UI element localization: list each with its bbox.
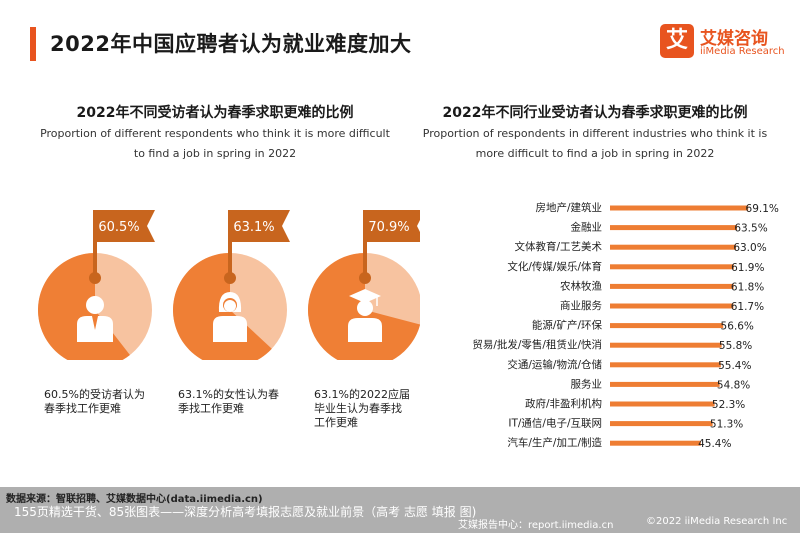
bar-value-label: 52.3% (712, 399, 745, 411)
bar (610, 421, 713, 427)
bar-row: 房地产/建筑业 69.1% (535, 201, 778, 215)
bar-row: 商业服务 61.7% (560, 299, 764, 313)
bar-category-label: 贸易/批发/零售/租赁业/快消 (472, 338, 602, 351)
bar-row: 农林牧渔 61.8% (560, 279, 764, 293)
flag-pin (89, 272, 101, 284)
bar-category-label: 能源/矿产/环保 (532, 319, 603, 332)
bar-category-label: 交通/运输/物流/仓储 (507, 358, 602, 371)
pie-caption-respondents: 60.5%的受访者认为春季找工作更难 (44, 388, 145, 415)
pie-flag (228, 210, 290, 242)
pie-flag (363, 210, 420, 242)
left-chart-subtitle: Proportion of different respondents who … (40, 127, 390, 160)
bar-value-label: 61.7% (731, 301, 764, 313)
pie-1: 60.5% (38, 210, 155, 360)
logo-name-cn: 艾媒咨询 (700, 29, 768, 49)
pie-value-label: 60.5% (98, 220, 139, 235)
bar-value-label: 51.3% (710, 419, 743, 431)
bar (610, 264, 734, 270)
bar-row: 政府/非盈利机构 52.3% (525, 397, 745, 411)
bar-row: 文化/传媒/娱乐/体育 61.9% (507, 260, 764, 274)
male-person-icon (77, 296, 113, 342)
data-source: 数据来源：智联招聘、艾媒数据中心(data.iimedia.cn) (6, 494, 263, 505)
bar (610, 440, 701, 446)
bar (610, 342, 722, 348)
female-person-icon (213, 292, 247, 342)
bar-row: 汽车/生产/加工/制造 45.4% (507, 436, 731, 450)
copyright: ©2022 iiMedia Research Inc (646, 516, 788, 527)
bar-value-label: 56.6% (721, 321, 754, 333)
bar-category-label: 房地产/建筑业 (535, 201, 602, 214)
bar-value-label: 69.1% (746, 203, 779, 215)
bar (610, 244, 736, 250)
bar-row: 文体教育/工艺美术 63.0% (514, 240, 766, 254)
bar-value-label: 55.4% (718, 360, 751, 372)
industry-bar-chart: 房地产/建筑业 69.1% 金融业 63.5% 文体教育/工艺美术 63.0% 文化/传媒/… (472, 201, 779, 450)
bar-category-label: 政府/非盈利机构 (525, 397, 602, 410)
bar-category-label: 商业服务 (560, 299, 602, 312)
title-accent-bar (30, 27, 36, 61)
bar-category-label: IT/通信/电子/互联网 (508, 417, 602, 430)
right-chart-title: 2022年不同行业受访者认为春季求职更难的比例 (442, 105, 748, 121)
logo-name-en: iiMedia Research (700, 46, 785, 57)
bar-value-label: 63.0% (733, 242, 766, 254)
pie-flag (93, 210, 155, 242)
bar (610, 381, 720, 387)
bar-category-label: 服务业 (571, 377, 603, 390)
footer-band (0, 487, 800, 533)
right-chart-subtitle: Proportion of respondents in different i… (422, 127, 768, 160)
bar-row: 能源/矿产/环保 56.6% (532, 319, 754, 333)
bar (610, 362, 721, 368)
respondent-pie-charts: 60.5% 63.1% 70.9% (38, 210, 420, 360)
bar-row: 贸易/批发/零售/租赁业/快消 55.8% (472, 338, 752, 352)
pie-value-label: 70.9% (368, 220, 409, 235)
report-center-link[interactable]: 艾媒报告中心：report.iimedia.cn (458, 520, 614, 531)
pie-value-label: 63.1% (233, 220, 274, 235)
bar (610, 303, 734, 309)
left-chart-title: 2022年不同受访者认为春季求职更难的比例 (76, 105, 354, 121)
footer-caption: 155页精选干货、85张图表——深度分析高考填报志愿及就业前景（高考 志愿 填报… (14, 505, 477, 519)
bar (610, 225, 737, 231)
page-title: 2022年中国应聘者认为就业难度加大 (50, 32, 412, 56)
flag-pin (224, 272, 236, 284)
bar-category-label: 农林牧渔 (560, 279, 602, 292)
bar-row: IT/通信/电子/互联网 51.3% (508, 417, 743, 431)
pie-3: 70.9% (308, 210, 420, 360)
bar-value-label: 61.9% (731, 262, 764, 274)
bar (610, 401, 715, 407)
bar-value-label: 63.5% (734, 223, 767, 235)
brand-logo: 艾 艾媒咨询 iiMedia Research (660, 24, 790, 64)
pie-2: 63.1% (173, 210, 290, 360)
flag-pin (359, 272, 371, 284)
bar-value-label: 45.4% (698, 438, 731, 450)
pie-caption-graduates: 63.1%的2022应届毕业生认为春季找工作更难 (314, 388, 410, 429)
graduate-icon (348, 289, 382, 342)
bar-category-label: 文化/传媒/娱乐/体育 (507, 260, 602, 273)
bar-category-label: 文体教育/工艺美术 (514, 240, 602, 253)
bar (610, 283, 734, 289)
bar-value-label: 54.8% (717, 379, 750, 391)
pie-caption-women: 63.1%的女性认为春季找工作更难 (178, 388, 279, 415)
bar-category-label: 金融业 (571, 221, 603, 234)
bar-row: 金融业 63.5% (571, 221, 768, 235)
bar-row: 服务业 54.8% (571, 377, 751, 391)
logo-mark: 艾 (660, 24, 694, 58)
bar-row: 交通/运输/物流/仓储 55.4% (507, 358, 751, 372)
bar-value-label: 55.8% (719, 340, 752, 352)
bar-category-label: 汽车/生产/加工/制造 (507, 436, 602, 449)
bar-value-label: 61.8% (731, 281, 764, 293)
bar (610, 205, 749, 211)
bar (610, 323, 724, 329)
